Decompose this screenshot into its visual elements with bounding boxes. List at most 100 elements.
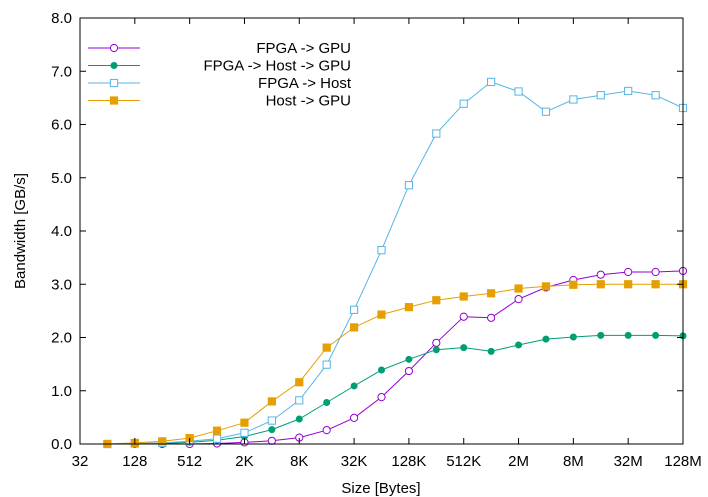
data-point xyxy=(514,295,523,304)
data-point xyxy=(624,267,633,277)
data-point xyxy=(569,333,577,341)
data-point xyxy=(624,280,633,289)
y-tick-label: 0.0 xyxy=(51,436,72,453)
legend-label: FPGA -> Host -> GPU xyxy=(203,58,351,75)
y-axis-label: Bandwidth [GB/s] xyxy=(12,173,29,289)
data-point xyxy=(350,382,358,390)
data-point xyxy=(541,107,551,116)
plot-frame xyxy=(79,17,684,445)
data-point xyxy=(212,434,222,443)
data-point xyxy=(596,280,605,289)
legend-label: FPGA -> Host xyxy=(258,75,352,92)
series-2 xyxy=(103,331,687,448)
y-tick-label: 4.0 xyxy=(51,223,72,240)
legend-marker xyxy=(109,96,119,105)
data-point xyxy=(542,335,550,343)
series-1 xyxy=(103,266,688,449)
x-tick-label: 512K xyxy=(446,453,481,470)
data-point xyxy=(459,292,468,301)
legend-marker xyxy=(109,78,119,88)
data-point xyxy=(487,77,496,87)
data-point xyxy=(624,86,633,96)
data-point xyxy=(569,280,578,289)
legend-label: FPGA -> GPU xyxy=(256,40,351,57)
data-point xyxy=(349,305,359,314)
x-tick-label: 2M xyxy=(508,453,529,470)
data-point xyxy=(624,331,632,339)
data-point xyxy=(651,91,660,100)
x-tick-label: 2K xyxy=(235,453,253,470)
data-point xyxy=(295,415,303,423)
x-tick-label: 128K xyxy=(391,453,426,470)
data-point xyxy=(652,331,660,339)
data-point xyxy=(596,270,605,279)
legend-label: Host -> GPU xyxy=(266,93,351,110)
x-tick-label: 8M xyxy=(563,453,584,470)
data-point xyxy=(514,87,523,96)
data-point xyxy=(487,313,496,322)
data-point xyxy=(322,343,331,352)
data-point xyxy=(295,396,304,405)
data-point xyxy=(212,426,222,435)
data-point xyxy=(432,338,441,347)
data-point xyxy=(597,331,605,339)
data-point xyxy=(515,341,523,349)
data-point xyxy=(541,282,551,291)
x-tick-label: 8K xyxy=(290,453,308,470)
data-point xyxy=(377,393,386,402)
y-tick-label: 2.0 xyxy=(51,330,72,347)
data-point xyxy=(459,99,468,108)
data-point xyxy=(432,129,441,138)
data-point xyxy=(240,418,249,427)
y-tick-label: 8.0 xyxy=(51,10,72,27)
y-tick-label: 3.0 xyxy=(51,276,72,293)
legend-marker xyxy=(109,43,119,53)
x-tick-label: 32M xyxy=(614,453,643,470)
data-point xyxy=(267,416,276,425)
data-point xyxy=(487,289,496,298)
y-tick-label: 6.0 xyxy=(51,117,72,134)
data-point xyxy=(349,323,359,332)
x-tick-label: 32K xyxy=(341,453,368,470)
data-point xyxy=(267,397,276,406)
data-point xyxy=(651,267,660,277)
data-point xyxy=(487,347,495,355)
data-point xyxy=(651,280,660,289)
data-point xyxy=(158,437,167,446)
data-point xyxy=(378,366,385,374)
data-point xyxy=(267,436,276,445)
data-point xyxy=(596,91,605,100)
data-point xyxy=(569,95,578,104)
x-tick-label: 32 xyxy=(72,453,89,470)
y-tick-label: 7.0 xyxy=(51,63,72,80)
data-point xyxy=(349,413,359,423)
data-point xyxy=(404,181,414,190)
data-point xyxy=(295,378,304,387)
data-point xyxy=(404,303,414,312)
data-point xyxy=(405,355,413,363)
x-axis-label: Size [Bytes] xyxy=(341,480,420,497)
data-point xyxy=(323,398,331,406)
series-3 xyxy=(103,77,688,449)
data-point xyxy=(377,246,386,255)
series-line xyxy=(107,270,684,445)
data-point xyxy=(268,426,276,434)
data-point xyxy=(432,296,441,305)
data-point xyxy=(322,426,331,435)
data-point xyxy=(514,284,523,293)
x-tick-label: 128 xyxy=(122,453,147,470)
legend-marker xyxy=(110,62,118,69)
y-tick-label: 1.0 xyxy=(51,383,72,400)
series-line xyxy=(107,334,684,445)
series-line xyxy=(107,81,684,445)
data-point xyxy=(459,312,468,321)
data-point xyxy=(432,346,440,354)
data-point xyxy=(404,366,414,376)
data-point xyxy=(377,310,386,319)
data-point xyxy=(240,428,249,437)
x-tick-label: 128M xyxy=(664,453,702,470)
data-point xyxy=(322,360,331,369)
x-tick-label: 512 xyxy=(177,453,202,470)
